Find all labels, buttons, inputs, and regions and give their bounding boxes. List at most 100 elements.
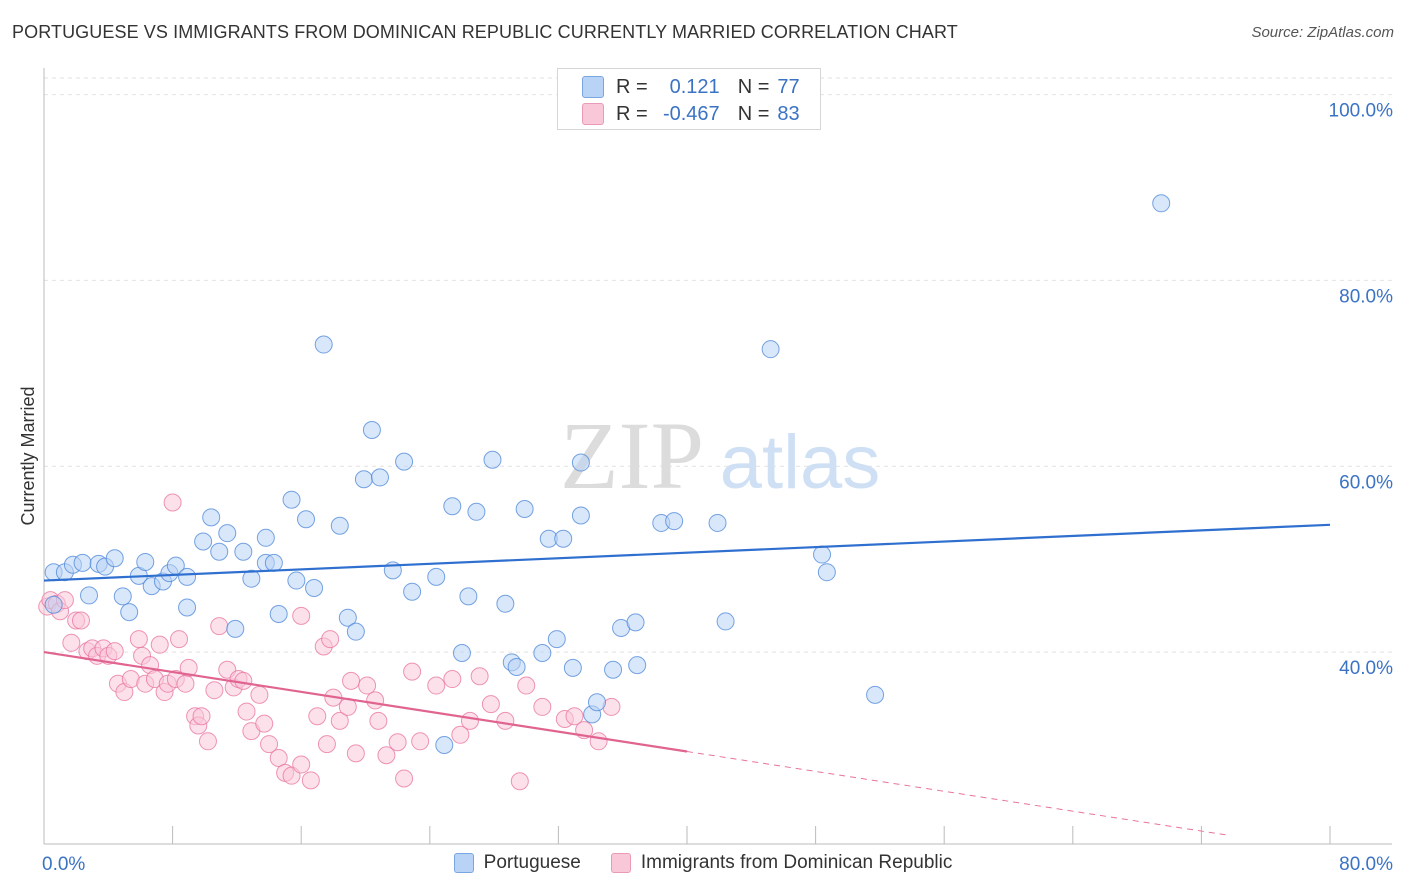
point-dominican	[105, 642, 124, 661]
trend-line-dominican	[43, 651, 688, 753]
point-portuguese	[305, 578, 324, 597]
point-dominican	[205, 681, 224, 700]
point-portuguese	[547, 630, 566, 649]
point-portuguese	[242, 569, 261, 588]
point-portuguese	[563, 658, 582, 677]
point-portuguese	[817, 563, 836, 582]
point-portuguese	[628, 656, 647, 675]
trend-lines	[43, 523, 1331, 836]
legend-swatch-dominican	[610, 853, 631, 873]
point-portuguese	[604, 660, 623, 679]
point-portuguese	[483, 450, 502, 469]
point-portuguese	[297, 510, 316, 529]
point-portuguese	[362, 421, 381, 440]
point-dominican	[330, 711, 349, 730]
legend-label-portuguese: Portuguese	[483, 852, 581, 873]
point-dominican	[427, 676, 446, 695]
n-value-dominican: 83	[777, 102, 800, 125]
point-portuguese	[1152, 194, 1171, 213]
portuguese-swatch	[582, 76, 604, 98]
stat-row-portuguese: R = 0.121 N = 77	[582, 74, 800, 100]
correlation-legend: R = 0.121 N = 77 R = -0.467 N = 83	[557, 68, 821, 130]
x-tick-label-max: 80.0%	[1339, 854, 1393, 875]
point-dominican	[451, 725, 470, 744]
point-dominican	[301, 771, 320, 790]
r-label: R =	[616, 75, 648, 98]
source-note: Source: ZipAtlas.com	[1251, 24, 1394, 41]
y-axis-label: Currently Married	[18, 386, 38, 525]
gridlines	[44, 77, 1392, 653]
point-portuguese	[105, 549, 124, 568]
point-portuguese	[467, 502, 486, 521]
point-portuguese	[218, 524, 237, 543]
point-portuguese	[120, 603, 139, 622]
point-portuguese	[496, 594, 515, 613]
n-label: N =	[737, 75, 770, 98]
point-dominican	[589, 732, 608, 751]
point-portuguese	[202, 508, 221, 527]
dominican-swatch	[582, 103, 604, 125]
point-portuguese	[194, 532, 213, 551]
r-label: R =	[616, 102, 648, 125]
point-portuguese	[554, 529, 573, 548]
point-portuguese	[354, 470, 373, 489]
point-dominican	[192, 707, 211, 726]
point-dominican	[176, 674, 195, 693]
point-portuguese	[587, 693, 606, 712]
point-portuguese	[761, 340, 780, 359]
point-dominican	[388, 733, 407, 752]
r-value-dominican: -0.467	[662, 102, 720, 125]
point-portuguese	[73, 553, 92, 572]
point-dominican	[260, 735, 279, 754]
point-dominican	[170, 630, 189, 649]
y-tick-label: 100.0%	[1329, 101, 1394, 122]
point-dominican	[308, 707, 327, 726]
y-tick-label: 60.0%	[1339, 472, 1393, 493]
point-dominican	[210, 617, 229, 636]
point-portuguese	[226, 619, 245, 638]
y-tick-label: 40.0%	[1339, 658, 1393, 679]
n-value-portuguese: 77	[777, 75, 800, 98]
point-portuguese	[716, 612, 735, 631]
point-dominican	[481, 695, 500, 714]
legend-item-dominican[interactable]: Immigrants from Dominican Republic	[610, 852, 952, 874]
point-portuguese	[338, 608, 357, 627]
point-portuguese	[314, 335, 333, 354]
point-portuguese	[264, 553, 283, 572]
point-dominican	[163, 493, 182, 512]
point-dominican	[443, 670, 462, 689]
point-dominican	[269, 749, 288, 768]
point-portuguese	[533, 644, 552, 663]
point-dominican	[255, 714, 274, 733]
point-dominican	[129, 630, 148, 649]
point-dominican	[198, 732, 217, 751]
x-tick-label-min: 0.0%	[42, 854, 85, 875]
point-portuguese	[571, 453, 590, 472]
point-portuguese	[370, 468, 389, 487]
point-dominican	[395, 769, 414, 788]
watermark: ZIP atlas	[560, 402, 880, 509]
point-portuguese	[178, 567, 197, 586]
point-portuguese	[234, 542, 253, 561]
point-portuguese	[571, 506, 590, 525]
point-portuguese	[178, 598, 197, 617]
point-dominican	[533, 697, 552, 716]
point-portuguese	[395, 452, 414, 471]
point-dominican	[358, 676, 377, 695]
series-portuguese-points	[44, 194, 1171, 755]
point-portuguese	[708, 513, 727, 532]
point-portuguese	[452, 644, 471, 663]
tick-labels: 40.0% 60.0% 80.0% 100.0% 0.0% 80.0%	[42, 101, 1393, 875]
point-dominican	[346, 744, 365, 763]
point-portuguese	[210, 542, 229, 561]
point-portuguese	[346, 622, 365, 641]
point-portuguese	[287, 571, 306, 590]
point-dominican	[470, 667, 489, 686]
legend-item-portuguese[interactable]: Portuguese	[453, 852, 581, 874]
point-portuguese	[113, 587, 132, 606]
point-dominican	[250, 685, 269, 704]
point-dominican	[496, 711, 515, 730]
trend-line-dominican-extension	[686, 751, 1226, 836]
point-dominican	[565, 707, 584, 726]
stat-row-dominican: R = -0.467 N = 83	[582, 101, 800, 127]
